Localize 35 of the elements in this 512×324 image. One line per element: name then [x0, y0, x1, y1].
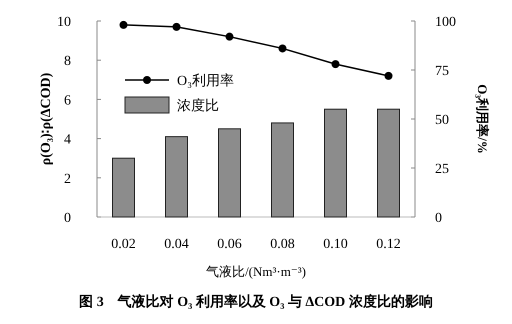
y2-tick-label: 75	[435, 64, 449, 79]
point	[120, 20, 128, 29]
bar	[377, 108, 400, 218]
y-tick-label: 6	[64, 93, 71, 108]
x-tick-label: 0.10	[323, 237, 348, 252]
legend-label: O₃利用率	[177, 73, 234, 89]
x-axis-title: 气液比/(Nm³·m⁻³)	[206, 264, 306, 279]
y-tick-label: 8	[64, 54, 71, 70]
point	[384, 72, 392, 80]
bar	[112, 158, 135, 218]
y2-tick-label: 50	[435, 113, 449, 128]
x-tick-label: 0.04	[164, 237, 189, 252]
point	[172, 22, 180, 31]
bar	[165, 136, 188, 218]
bar	[324, 108, 347, 218]
y2-tick-label: 25	[435, 162, 449, 177]
bar	[271, 122, 294, 218]
y2-tick-label: 100	[435, 15, 456, 30]
legend-label: 浓度比	[177, 98, 219, 114]
point	[278, 44, 286, 52]
y-tick-label: 0	[64, 211, 71, 226]
y2-tick-label: 0	[435, 211, 442, 226]
y2-axis-title: O₃利用率/%	[475, 84, 490, 154]
y-axis-title: ρ(O₃)∶ρ(ΔCOD)	[39, 72, 54, 166]
bar	[218, 128, 241, 218]
text: 图 3 气液比对 O₃ 利用率以及 O₃ 与 ΔCOD 浓度比的影响	[79, 293, 433, 310]
point	[226, 32, 234, 41]
x-tick-label: 0.02	[111, 237, 136, 252]
y-tick-label: 10	[57, 15, 71, 30]
y-tick-label: 4	[64, 132, 71, 148]
y-tick-label: 2	[64, 172, 71, 187]
point	[332, 60, 340, 68]
x-tick-label: 0.12	[376, 237, 401, 252]
x-tick-label: 0.08	[270, 237, 295, 252]
x-tick-label: 0.06	[217, 237, 242, 252]
